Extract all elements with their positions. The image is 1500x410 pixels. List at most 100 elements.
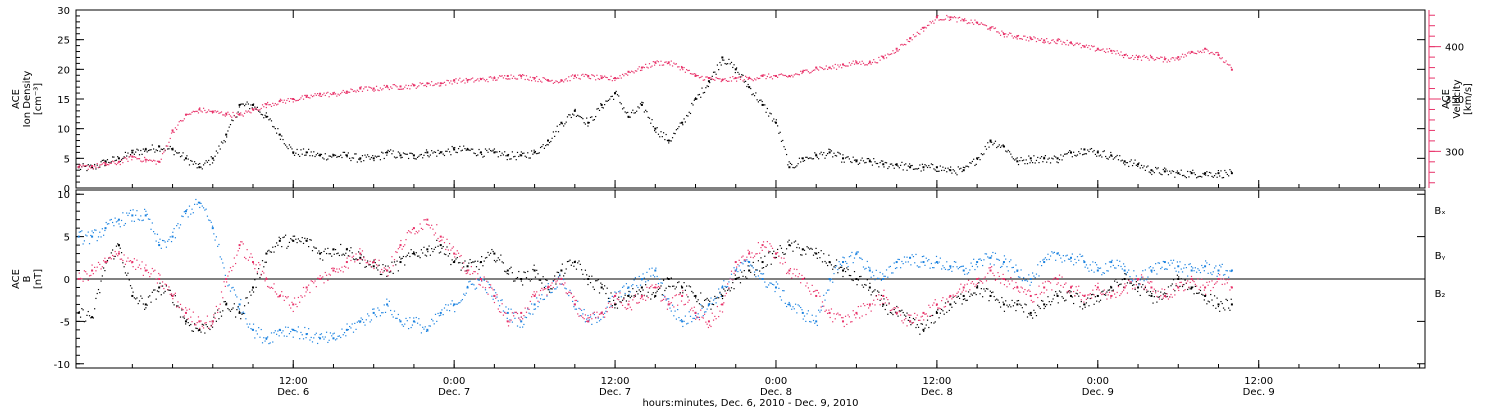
bx-sample <box>256 273 258 275</box>
by-sample <box>620 296 622 298</box>
bx-sample <box>434 246 437 248</box>
by-sample <box>278 335 280 337</box>
velocity-sample <box>882 55 884 57</box>
velocity-sample <box>286 99 288 102</box>
by-sample <box>1119 260 1121 262</box>
by-sample <box>1124 265 1126 268</box>
density-sample <box>1131 164 1134 167</box>
bz-sample <box>866 303 868 305</box>
bx-sample <box>988 300 990 302</box>
bx-sample <box>792 250 794 252</box>
by-sample <box>217 245 219 247</box>
velocity-sample <box>662 64 665 66</box>
density-sample <box>255 108 257 110</box>
velocity-sample <box>269 104 271 106</box>
density-sample <box>762 104 765 106</box>
by-sample <box>878 277 880 280</box>
by-sample <box>1116 259 1118 261</box>
bx-point <box>506 269 509 272</box>
by-sample <box>970 262 972 264</box>
bx-sample <box>472 261 474 263</box>
bz-sample <box>411 228 414 231</box>
bx-sample <box>1211 299 1213 301</box>
by-sample <box>267 336 269 338</box>
bx-point <box>252 286 255 289</box>
velocity-sample <box>329 93 332 95</box>
bz-point <box>131 261 134 264</box>
velocity-sample <box>1125 53 1127 55</box>
density-sample <box>365 156 367 158</box>
bx-sample <box>568 260 570 262</box>
bx-sample <box>633 295 635 297</box>
bz-sample <box>349 255 351 257</box>
velocity-sample <box>999 34 1002 36</box>
velocity-sample <box>94 165 96 167</box>
by-sample <box>1219 264 1221 266</box>
by-sample <box>218 243 220 246</box>
by-sample <box>1017 276 1020 278</box>
density-sample <box>306 151 308 153</box>
bz-sample <box>141 261 143 263</box>
by-sample <box>684 315 686 317</box>
by-point <box>1110 261 1113 264</box>
velocity-sample <box>993 27 995 30</box>
velocity-sample <box>1124 53 1126 56</box>
bx-sample <box>1229 309 1231 311</box>
by-sample <box>507 308 510 310</box>
density-sample <box>1053 155 1055 157</box>
velocity-point <box>453 79 456 82</box>
by-sample <box>929 267 931 269</box>
by-point <box>1123 269 1126 272</box>
velocity-sample <box>842 63 844 66</box>
bz-point <box>466 269 469 272</box>
velocity-sample <box>332 92 334 94</box>
velocity-sample <box>747 78 749 81</box>
bx-sample <box>810 247 812 249</box>
velocity-sample <box>204 109 206 112</box>
velocity-sample <box>712 78 715 81</box>
bz-sample <box>461 267 464 269</box>
density-point <box>1016 160 1019 163</box>
velocity-sample <box>919 33 921 35</box>
density-sample <box>586 117 588 119</box>
bz-point <box>627 303 630 306</box>
velocity-sample <box>92 168 94 170</box>
by-sample <box>828 289 830 291</box>
bz-sample <box>725 292 727 294</box>
bz-sample <box>78 272 80 274</box>
velocity-sample <box>100 164 102 166</box>
density-sample <box>860 159 862 161</box>
bz-sample <box>546 294 548 296</box>
velocity-point <box>681 66 684 69</box>
bx-sample <box>227 307 229 310</box>
density-sample <box>250 104 252 106</box>
by-sample <box>235 294 237 296</box>
by-sample <box>250 327 252 330</box>
density-sample <box>705 87 707 89</box>
density-sample <box>909 163 911 165</box>
density-point <box>547 139 550 142</box>
by-sample <box>1225 269 1227 272</box>
velocity-sample <box>570 75 572 77</box>
density-sample <box>915 168 917 170</box>
by-sample <box>1044 257 1047 259</box>
density-sample <box>1056 161 1058 163</box>
bx-sample <box>283 236 285 238</box>
velocity-sample <box>1143 54 1145 57</box>
bz-sample <box>1001 278 1003 280</box>
bz-point <box>761 244 764 247</box>
bx-sample <box>1110 285 1112 288</box>
by-sample <box>141 219 143 222</box>
by-sample <box>349 325 351 328</box>
velocity-sample <box>862 62 865 64</box>
velocity-sample <box>132 156 134 158</box>
velocity-sample <box>802 69 804 71</box>
velocity-sample <box>322 94 324 96</box>
bx-sample <box>420 249 423 251</box>
by-sample <box>747 260 749 263</box>
bz-sample <box>743 259 745 261</box>
density-sample <box>605 100 607 102</box>
bx-sample <box>515 277 517 280</box>
bz-sample <box>842 317 844 319</box>
density-sample <box>577 114 579 117</box>
